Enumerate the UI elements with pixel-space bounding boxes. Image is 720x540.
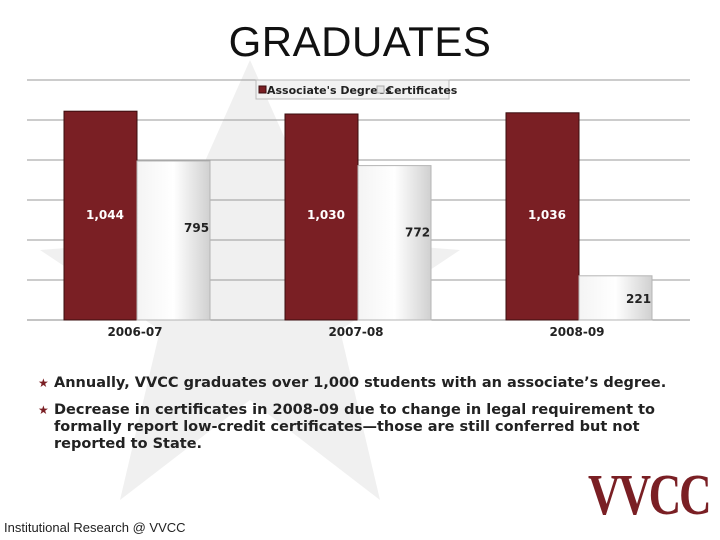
vvcc-logo: VVCC bbox=[578, 460, 712, 527]
bullet-text: Decrease in certificates in 2008-09 due … bbox=[54, 402, 656, 452]
bullet-text: Annually, VVCC graduates over 1,000 stud… bbox=[54, 375, 667, 391]
data-label: 1,030 bbox=[307, 208, 345, 222]
data-label: 772 bbox=[405, 226, 430, 240]
bar-certificates bbox=[578, 275, 653, 321]
data-label: 1,036 bbox=[528, 208, 566, 222]
bullet-item: ★ Decrease in certificates in 2008-09 du… bbox=[38, 402, 668, 453]
chart-bars bbox=[63, 110, 653, 321]
category-tick-label: 2008-09 bbox=[549, 325, 604, 339]
slide-title: GRADUATES bbox=[228, 18, 492, 65]
bullet-item: ★ Annually, VVCC graduates over 1,000 st… bbox=[38, 375, 668, 392]
chart-labels: 1,044 795 2006-07 1,030 772 2007-08 1,036 221 20… bbox=[86, 208, 651, 339]
star-bullet-icon: ★ bbox=[38, 376, 49, 390]
legend-box bbox=[255, 79, 450, 100]
legend-label: Associate's Degrees bbox=[267, 84, 392, 97]
bullet-list: ★ Annually, VVCC graduates over 1,000 st… bbox=[38, 375, 668, 463]
bar-associates bbox=[505, 112, 580, 321]
legend-swatch-certificates bbox=[376, 85, 385, 94]
data-label: 1,044 bbox=[86, 208, 124, 222]
logo-text: VVCC bbox=[588, 462, 712, 527]
legend-label: Certificates bbox=[386, 84, 458, 97]
data-label: 795 bbox=[184, 221, 209, 235]
bar-certificates bbox=[136, 160, 211, 321]
category-tick-label: 2006-07 bbox=[107, 325, 162, 339]
star-bullet-icon: ★ bbox=[38, 403, 49, 417]
bar-associates bbox=[284, 113, 359, 321]
legend-swatch-associates bbox=[258, 85, 267, 94]
footer-text: Institutional Research @ VVCC bbox=[4, 520, 186, 535]
bar-certificates bbox=[357, 165, 432, 321]
bar-associates bbox=[63, 110, 138, 321]
data-label: 221 bbox=[626, 292, 651, 306]
category-tick-label: 2007-08 bbox=[328, 325, 383, 339]
